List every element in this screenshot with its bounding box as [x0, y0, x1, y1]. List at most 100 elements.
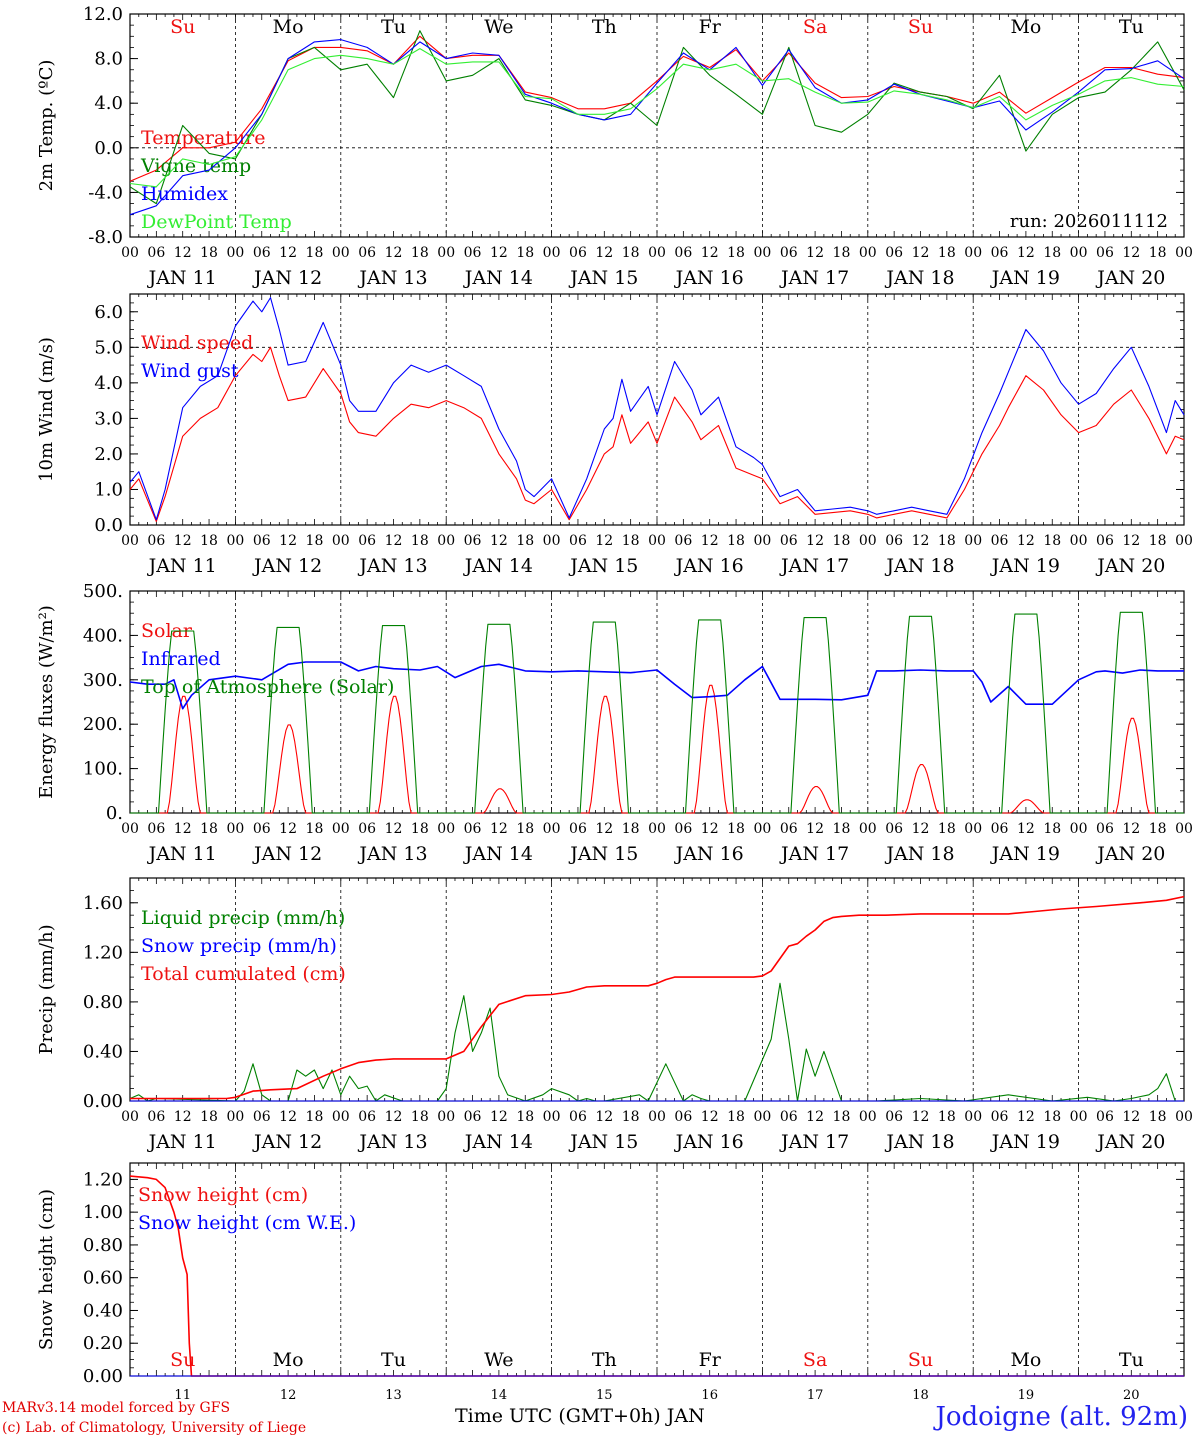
x-date-label: JAN 17 [779, 1131, 849, 1153]
legend-entry: Snow height (cm W.E.) [138, 1212, 356, 1234]
x-hour-label: 00 [859, 821, 877, 837]
x-hour-label: 12 [1017, 821, 1035, 837]
x-day-number-label: 19 [1018, 1388, 1035, 1403]
x-hour-label: 12 [806, 821, 824, 837]
day-abbreviation-label: Tu [1119, 1349, 1144, 1371]
x-hour-label: 00 [964, 245, 982, 261]
day-abbreviation-label: We [484, 1349, 513, 1371]
y-tick-label: 4.0 [94, 93, 123, 114]
x-hour-label: 00 [121, 533, 139, 549]
x-hour-label: 00 [543, 1109, 561, 1125]
x-hour-label: 00 [332, 533, 350, 549]
x-date-label: JAN 14 [463, 1131, 533, 1153]
legend-entry: Temperature [141, 127, 265, 149]
x-hour-label: 18 [727, 533, 745, 549]
x-hour-label: 06 [991, 245, 1009, 261]
day-abbreviation-label: Mo [1010, 16, 1041, 38]
y-tick-label: 0.80 [83, 992, 123, 1013]
x-date-label: JAN 12 [252, 555, 322, 577]
y-tick-label: 0.20 [83, 1333, 123, 1354]
day-abbreviation-label: Tu [381, 1349, 406, 1371]
x-hour-label: 06 [674, 245, 692, 261]
x-hour-label: 18 [727, 1109, 745, 1125]
y-tick-label: 500. [83, 581, 123, 602]
x-hour-label: 00 [753, 533, 771, 549]
x-hour-label: 00 [964, 533, 982, 549]
x-hour-label: 18 [1149, 1109, 1167, 1125]
y-tick-label: -4.0 [88, 182, 123, 203]
day-abbreviation-label: Th [592, 16, 617, 38]
x-axis-title: Time UTC (GMT+0h) JAN [455, 1405, 705, 1427]
x-hour-label: 12 [595, 533, 613, 549]
x-date-label: JAN 18 [884, 1131, 954, 1153]
x-hour-label: 00 [121, 821, 139, 837]
toa-solar-line [130, 611, 1184, 814]
x-hour-label: 12 [279, 533, 297, 549]
x-date-label: JAN 15 [568, 843, 638, 865]
y-tick-label: 6.0 [94, 302, 123, 323]
x-hour-label: 12 [174, 1109, 192, 1125]
x-hour-label: 06 [358, 821, 376, 837]
x-hour-label: 06 [1096, 1109, 1114, 1125]
x-hour-label: 06 [991, 1109, 1009, 1125]
x-day-number-label: 12 [280, 1388, 297, 1403]
x-hour-label: 12 [701, 821, 719, 837]
x-hour-label: 00 [859, 533, 877, 549]
x-hour-label: 18 [516, 1109, 534, 1125]
x-hour-label: 06 [147, 1109, 165, 1125]
x-hour-label: 00 [964, 1109, 982, 1125]
legend-entry: Total cumulated (cm) [141, 963, 346, 985]
x-day-number-label: 11 [174, 1388, 191, 1403]
x-date-label: JAN 16 [674, 843, 744, 865]
x-hour-label: 18 [622, 245, 640, 261]
x-hour-label: 06 [358, 245, 376, 261]
x-hour-label: 12 [912, 1109, 930, 1125]
y-tick-label: 12.0 [83, 4, 123, 25]
x-day-number-label: 17 [807, 1388, 824, 1403]
y-tick-label: 3.0 [94, 408, 123, 429]
legend-entry: Humidex [141, 183, 228, 205]
x-hour-label: 12 [174, 533, 192, 549]
x-date-label: JAN 13 [357, 267, 427, 289]
y-tick-label: 300. [83, 670, 123, 691]
legend-entry: Infrared [141, 648, 221, 670]
x-hour-label: 00 [648, 533, 666, 549]
y-tick-label: 1.0 [94, 479, 123, 500]
x-hour-label: 00 [226, 533, 244, 549]
x-hour-label: 06 [780, 1109, 798, 1125]
x-hour-label: 00 [226, 821, 244, 837]
x-hour-label: 06 [569, 245, 587, 261]
x-hour-label: 18 [200, 821, 218, 837]
x-date-label: JAN 11 [147, 843, 217, 865]
x-date-label: JAN 15 [568, 1131, 638, 1153]
day-abbreviation-label: Tu [1119, 16, 1144, 38]
x-date-label: JAN 20 [1095, 1131, 1165, 1153]
x-hour-label: 06 [885, 1109, 903, 1125]
x-date-label: JAN 20 [1095, 267, 1165, 289]
y-tick-label: 4.0 [94, 373, 123, 394]
x-hour-label: 12 [279, 821, 297, 837]
y-tick-label: 400. [83, 625, 123, 646]
x-hour-label: 06 [569, 821, 587, 837]
x-hour-label: 18 [1043, 245, 1061, 261]
x-hour-label: 18 [622, 1109, 640, 1125]
x-hour-label: 18 [200, 533, 218, 549]
x-hour-label: 06 [253, 245, 271, 261]
x-hour-label: 00 [121, 245, 139, 261]
x-date-label: JAN 17 [779, 267, 849, 289]
x-hour-label: 00 [1175, 1109, 1193, 1125]
x-hour-label: 00 [1175, 821, 1193, 837]
x-hour-label: 12 [1017, 245, 1035, 261]
x-hour-label: 12 [490, 821, 508, 837]
x-hour-label: 06 [780, 533, 798, 549]
x-date-label: JAN 13 [357, 555, 427, 577]
day-abbreviation-label: Mo [1010, 1349, 1041, 1371]
x-hour-label: 12 [174, 821, 192, 837]
x-hour-label: 12 [701, 1109, 719, 1125]
day-abbreviation-label: Sa [803, 1349, 827, 1371]
x-hour-label: 18 [1043, 533, 1061, 549]
x-hour-label: 06 [464, 245, 482, 261]
x-day-number-label: 13 [385, 1388, 402, 1403]
x-date-label: JAN 14 [463, 843, 533, 865]
